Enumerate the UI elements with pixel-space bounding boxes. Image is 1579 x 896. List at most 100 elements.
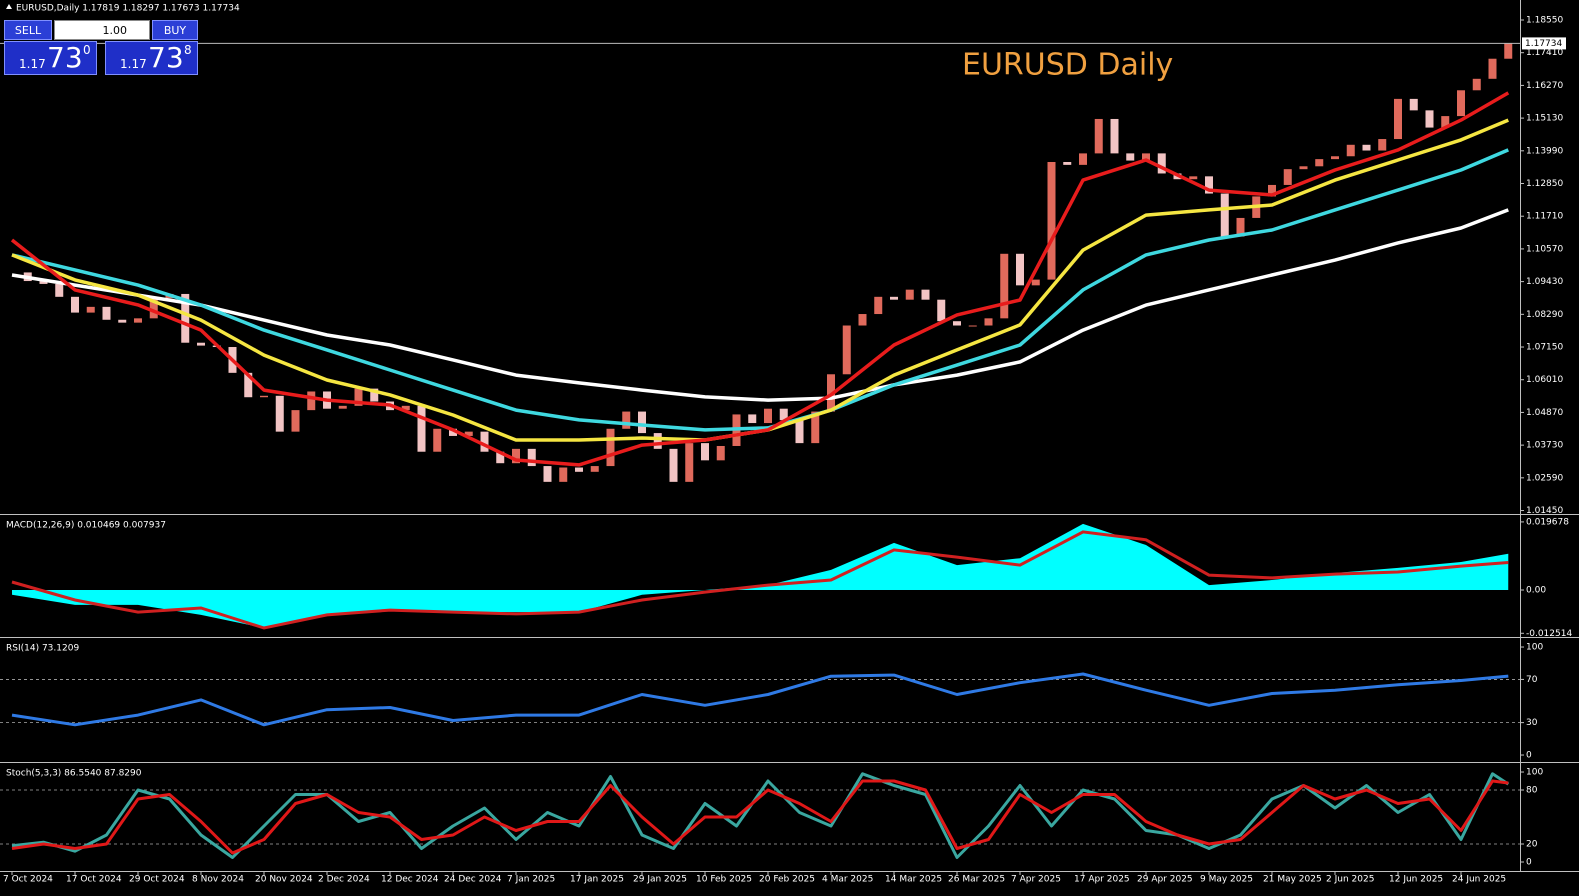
candle-body [433, 428, 442, 452]
x-tick-label: 21 May 2025 [1263, 875, 1322, 885]
candle-body [1157, 153, 1166, 174]
candle-body [181, 293, 190, 343]
candle-body [1094, 118, 1103, 154]
candle-body [1504, 43, 1513, 59]
y-tick-label: 1.02590 [1526, 473, 1563, 483]
candle-body [1016, 253, 1024, 286]
candle-body [1283, 169, 1292, 185]
candle-body [1299, 166, 1308, 170]
candle-body [1457, 90, 1465, 117]
y-tick-label: 1.11710 [1526, 212, 1563, 222]
x-tick-label: 2 Dec 2024 [318, 875, 370, 885]
candle-body [1331, 156, 1339, 160]
y-tick-label: 100 [1526, 643, 1543, 653]
candle-body [1079, 153, 1087, 165]
indicator-line [11, 779, 1509, 855]
y-tick-label: -0.012514 [1526, 629, 1572, 639]
buy-button[interactable]: BUY [152, 20, 198, 40]
y-tick-label: 1.15130 [1526, 114, 1563, 124]
candle-body [1346, 144, 1355, 157]
candle-body [890, 296, 898, 300]
candle-body [1394, 98, 1402, 140]
candle-body [39, 281, 48, 284]
indicator-label: RSI(14) 73.1209 [6, 644, 79, 654]
candle-body [953, 321, 961, 326]
candle-body [449, 428, 457, 436]
candle-body [102, 306, 111, 320]
candle-body [1110, 118, 1119, 154]
indicator-label: MACD(12,26,9) 0.010469 0.007937 [6, 521, 166, 531]
candle-body [480, 431, 489, 452]
x-tick-label: 12 Dec 2024 [381, 875, 439, 885]
lot-input[interactable]: 1.00 [54, 20, 150, 40]
candle-body [968, 325, 977, 327]
candle-body [842, 325, 851, 375]
candle-body [118, 319, 127, 323]
candle-body [638, 411, 646, 434]
candle-body [1441, 116, 1450, 128]
current-price-label: 1.17734 [1525, 39, 1562, 49]
candle-body [55, 283, 64, 297]
collapse-icon[interactable] [6, 4, 12, 9]
x-tick-label: 17 Jan 2025 [570, 875, 624, 885]
y-tick-label: 1.16270 [1526, 81, 1563, 91]
candle-body [1488, 58, 1497, 79]
candle-body [590, 466, 599, 472]
candle-body [606, 428, 615, 467]
candle-body [1236, 217, 1245, 237]
candle-body [795, 420, 804, 444]
moving-average [11, 208, 1509, 402]
x-tick-label: 17 Oct 2024 [66, 875, 122, 885]
candle-body [779, 408, 788, 421]
x-tick-label: 7 Jan 2025 [507, 875, 555, 885]
y-tick-label: 1.04870 [1526, 408, 1563, 418]
chart-title: EURUSD Daily [962, 48, 1173, 83]
y-tick-label: 0.019678 [1526, 517, 1569, 527]
y-tick-label: 1.03730 [1526, 441, 1563, 451]
x-tick-label: 2 Jun 2025 [1326, 875, 1374, 885]
candle-body [401, 405, 410, 411]
candle-body [307, 391, 316, 411]
one-click-trading: SELL 1.00 BUY 1.17 73 0 1.17 73 8 [4, 20, 198, 76]
quote-big: 1.17 [19, 57, 46, 71]
x-tick-label: 9 May 2025 [1200, 875, 1253, 885]
x-tick-label: 8 Nov 2024 [192, 875, 244, 885]
candle-body [354, 388, 363, 406]
candle-body [575, 467, 583, 472]
x-tick-label: 24 Dec 2024 [444, 875, 502, 885]
candle-body [1472, 78, 1481, 91]
y-tick-label: 1.01450 [1526, 506, 1563, 516]
y-tick-label: 70 [1526, 675, 1538, 685]
candle-body [1268, 184, 1276, 197]
indicator-line [11, 772, 1510, 859]
x-tick-label: 29 Oct 2024 [129, 875, 185, 885]
sell-quote[interactable]: 1.17 73 0 [4, 41, 97, 75]
y-tick-label: 0 [1526, 751, 1532, 761]
candle-body [417, 405, 426, 452]
x-tick-label: 12 Jun 2025 [1389, 875, 1443, 885]
candle-body [527, 448, 536, 467]
buy-quote[interactable]: 1.17 73 8 [105, 41, 198, 75]
candle-body [464, 431, 473, 436]
x-tick-label: 29 Jan 2025 [633, 875, 687, 885]
y-tick-label: 20 [1526, 839, 1538, 849]
y-tick-label: 0.00 [1526, 585, 1546, 595]
x-tick-label: 10 Feb 2025 [696, 875, 752, 885]
x-tick-label: 17 Apr 2025 [1074, 875, 1130, 885]
candle-body [370, 388, 379, 402]
sell-button[interactable]: SELL [4, 20, 52, 40]
y-tick-label: 1.18550 [1526, 15, 1563, 25]
y-tick-label: 1.06010 [1526, 375, 1563, 385]
y-tick-label: 1.12850 [1526, 179, 1563, 189]
candle-body [905, 289, 914, 300]
moving-average [11, 118, 1509, 442]
moving-average [10, 91, 1510, 467]
y-tick-label: 1.09430 [1526, 277, 1563, 287]
x-tick-label: 20 Nov 2024 [255, 875, 313, 885]
candle-body [1063, 161, 1072, 165]
y-tick-label: 1.17410 [1526, 48, 1563, 58]
candle-body [921, 289, 930, 300]
quote-pips: 73 [148, 41, 184, 74]
